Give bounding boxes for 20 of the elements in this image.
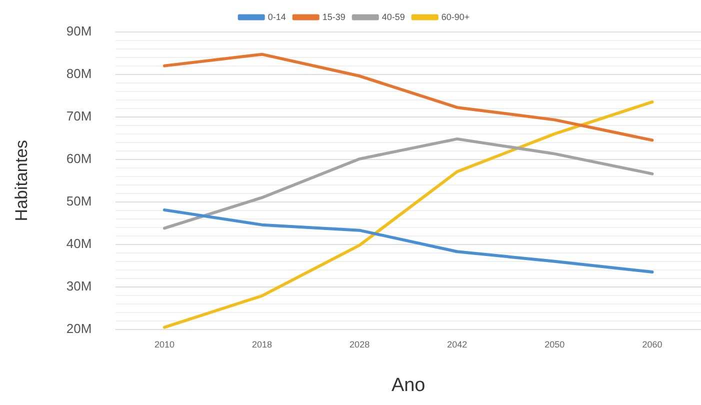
x-axis-title: Ano <box>391 374 426 396</box>
x-tick-label: 2050 <box>544 339 565 350</box>
y-axis-title: Habitantes <box>12 140 31 222</box>
y-tick-label: 90M <box>66 23 92 38</box>
y-tick-label: 60M <box>66 150 92 166</box>
x-tick-label: 2010 <box>154 339 174 350</box>
legend-label: 40-59 <box>382 12 405 22</box>
x-tick-label: 2028 <box>350 339 370 350</box>
x-tick-label: 2018 <box>252 339 272 350</box>
x-tick-label: 2060 <box>642 339 662 350</box>
y-tick-label: 30M <box>66 278 92 294</box>
y-tick-label: 20M <box>66 320 92 336</box>
y-tick-label: 80M <box>66 66 92 81</box>
legend-label: 60-90+ <box>441 12 470 22</box>
legend-label: 0-14 <box>268 12 286 22</box>
legend-label: 15-39 <box>322 12 346 22</box>
y-tick-label: 40M <box>66 236 92 251</box>
y-tick-label: 50M <box>66 193 92 208</box>
y-tick-label: 70M <box>66 108 92 124</box>
x-tick-label: 2042 <box>447 339 468 350</box>
